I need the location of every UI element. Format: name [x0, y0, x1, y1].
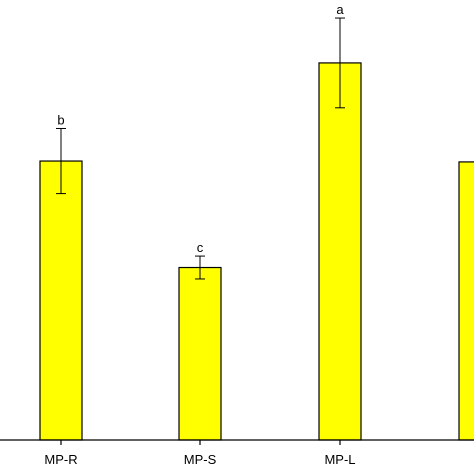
significance-letter-mp-s: c [197, 240, 204, 255]
significance-letter-mp-l: a [336, 2, 344, 17]
error-bars-group [56, 17, 345, 280]
bar-mp-l [318, 62, 362, 441]
x-tick-label-mp-s: MP-S [184, 452, 217, 467]
error-bar-mp-r [56, 127, 66, 195]
x-tick-label-mp-l: MP-L [324, 452, 355, 467]
x-ticks-group [60, 440, 341, 445]
x-tick-labels-group: MP-RMP-SMP-LM [44, 452, 355, 467]
x-tick-label-mp-r: MP-R [44, 452, 77, 467]
bar-mp-r [39, 160, 83, 441]
bar-mp-s [178, 266, 222, 441]
significance-letter-mp-r: b [57, 112, 64, 127]
error-bar-mp-l [335, 17, 345, 109]
bars-group [39, 62, 474, 441]
significance-letters-group: b c a [57, 2, 344, 255]
error-bar-mp-s [195, 255, 205, 280]
bar-m [458, 161, 474, 441]
